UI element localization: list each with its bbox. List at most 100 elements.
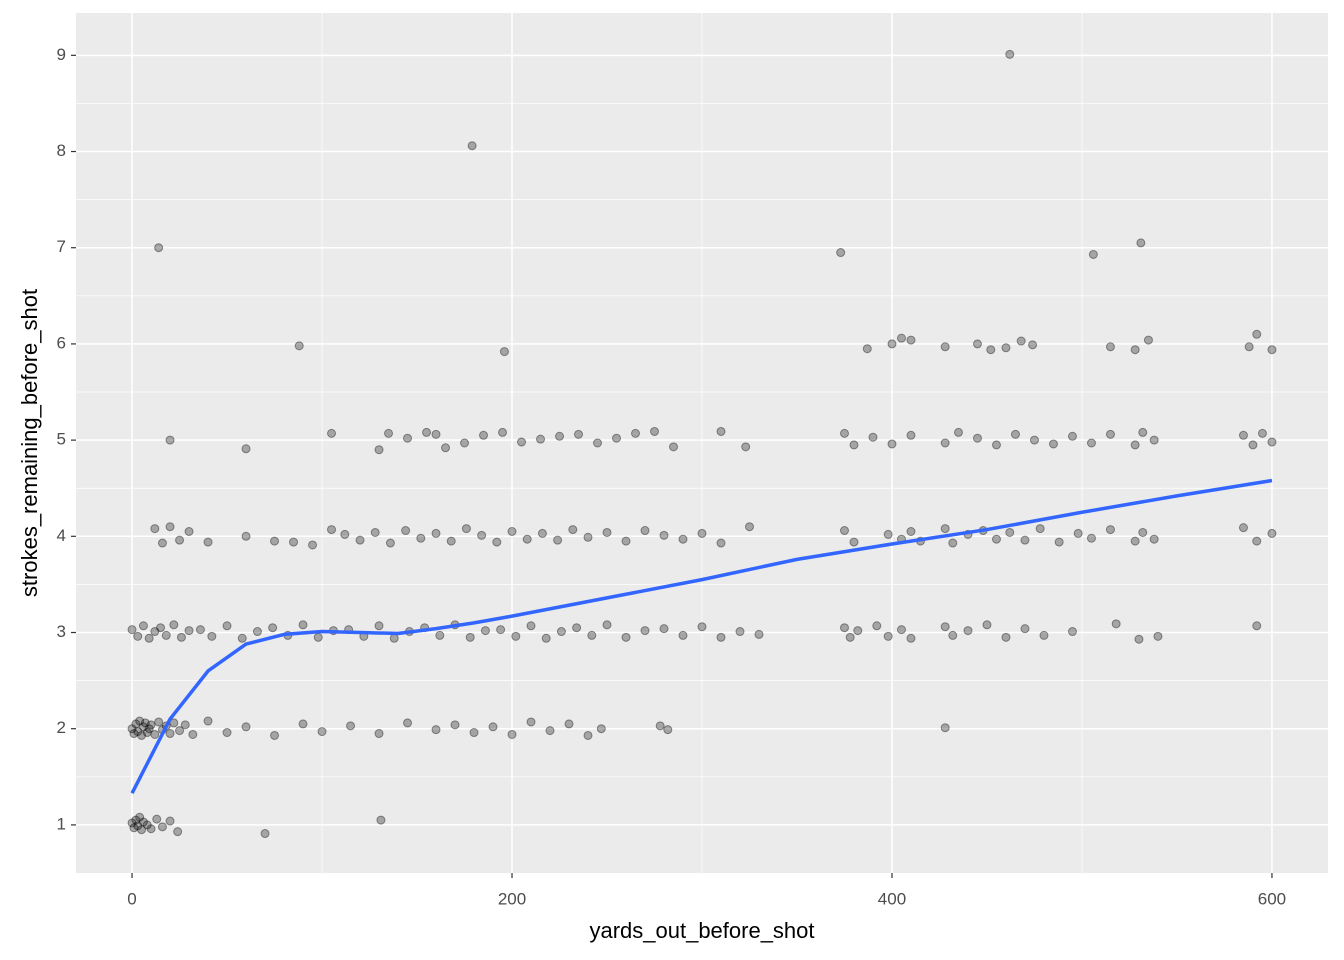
point [1020, 624, 1030, 634]
point [716, 538, 726, 548]
point [593, 438, 603, 448]
point [165, 522, 175, 532]
point [659, 530, 669, 540]
point [621, 536, 631, 546]
point [511, 631, 521, 641]
point [1088, 249, 1098, 259]
point [839, 623, 849, 633]
point [222, 728, 232, 738]
point [355, 535, 365, 545]
point [175, 535, 185, 545]
point [896, 333, 906, 343]
point [488, 722, 498, 732]
point [735, 627, 745, 637]
point [953, 427, 963, 437]
point [184, 626, 194, 636]
point [492, 537, 502, 547]
point [906, 527, 916, 537]
point [142, 820, 152, 830]
point [906, 335, 916, 345]
point [138, 817, 148, 827]
point [308, 540, 318, 550]
point [849, 440, 859, 450]
y-tick-label: 4 [57, 526, 66, 545]
point [522, 534, 532, 544]
point [374, 445, 384, 455]
point [836, 248, 846, 258]
point [138, 621, 148, 631]
point [517, 437, 527, 447]
point [144, 724, 154, 734]
point [340, 529, 350, 539]
point [741, 442, 751, 452]
point [1039, 630, 1049, 640]
point [140, 718, 150, 728]
point [146, 824, 156, 834]
y-tick-label: 7 [57, 237, 66, 256]
point [697, 528, 707, 538]
point [678, 630, 688, 640]
point [1067, 627, 1077, 637]
point [252, 627, 262, 637]
point [1238, 430, 1248, 440]
point [289, 537, 299, 547]
point [127, 724, 137, 734]
y-tick-label: 2 [57, 718, 66, 737]
point [602, 527, 612, 537]
point [1153, 631, 1163, 641]
point [327, 428, 337, 438]
point [327, 525, 337, 535]
point [1086, 438, 1096, 448]
point [154, 243, 164, 253]
x-tick-label: 0 [127, 889, 136, 908]
point [991, 534, 1001, 544]
point [883, 631, 893, 641]
point [541, 633, 551, 643]
point [241, 531, 251, 541]
point [144, 633, 154, 643]
point [887, 339, 897, 349]
point [480, 626, 490, 636]
point [1267, 528, 1277, 538]
point [845, 632, 855, 642]
point [499, 347, 509, 357]
point [180, 720, 190, 730]
point [556, 627, 566, 637]
point [374, 621, 384, 631]
point [948, 630, 958, 640]
point [450, 720, 460, 730]
point [1149, 534, 1159, 544]
point [137, 825, 147, 835]
point [401, 526, 411, 536]
point [176, 632, 186, 642]
point [583, 730, 593, 740]
point [431, 429, 441, 439]
point [435, 630, 445, 640]
point [507, 729, 517, 739]
point [1257, 428, 1267, 438]
point [587, 630, 597, 640]
point [982, 620, 992, 630]
point [650, 426, 660, 436]
point [596, 724, 606, 734]
point [203, 716, 213, 726]
point [127, 818, 137, 828]
point [260, 829, 270, 839]
point [133, 727, 143, 737]
point [697, 622, 707, 632]
point [1105, 429, 1115, 439]
point [498, 427, 508, 437]
point [135, 716, 145, 726]
point [1010, 429, 1020, 439]
smooth-line [130, 478, 1273, 794]
point [1005, 49, 1015, 59]
point [241, 722, 251, 732]
point [127, 625, 137, 635]
point [574, 429, 584, 439]
point [173, 827, 183, 837]
point [142, 728, 152, 738]
point [146, 720, 156, 730]
point [441, 443, 451, 453]
point [716, 632, 726, 642]
